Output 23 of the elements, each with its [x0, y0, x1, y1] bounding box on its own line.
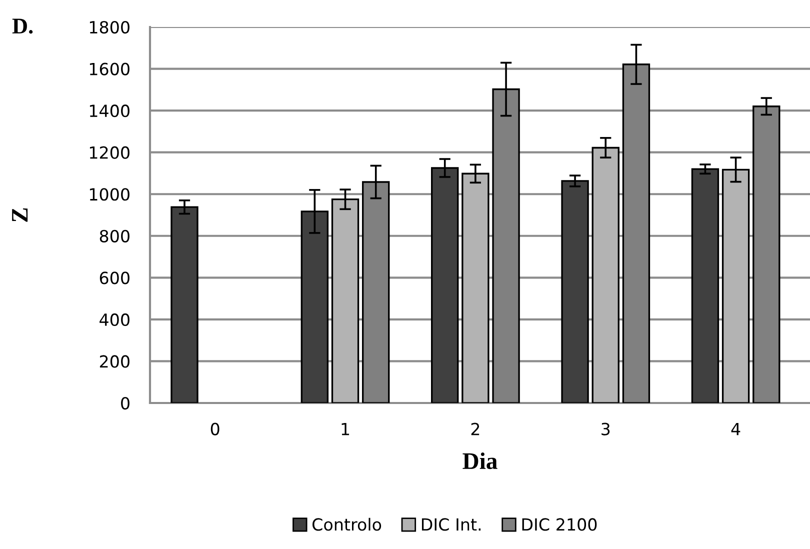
y-tick-label: 0 — [121, 396, 130, 410]
y-tick-label: 400 — [100, 313, 130, 326]
y-tick-label: 1200 — [90, 146, 130, 159]
y-tick-label: 1800 — [90, 20, 130, 34]
chart-title: D. — [12, 18, 33, 34]
bar — [691, 168, 720, 403]
bar — [561, 180, 589, 403]
legend-label: Controlo — [312, 518, 382, 531]
x-tick-label: 2 — [471, 422, 480, 436]
legend-label: DIC Int. — [422, 518, 481, 531]
y-tick-label: 600 — [100, 272, 130, 284]
legend-label: DIC 2100 — [522, 518, 597, 531]
x-tick-label: 3 — [602, 422, 610, 436]
y-tick-label: 1600 — [90, 62, 130, 76]
x-tick-label: 0 — [210, 422, 220, 436]
y-tick-label: 800 — [100, 230, 130, 242]
y-axis-title: Z — [12, 208, 28, 222]
y-tick-label: 1400 — [90, 104, 130, 118]
y-tick-label: 200 — [100, 355, 130, 368]
x-tick-label: 1 — [342, 422, 350, 436]
x-axis-title: Dia — [462, 452, 498, 470]
x-tick-label: 4 — [731, 422, 740, 436]
y-tick-label: 1000 — [90, 188, 130, 201]
